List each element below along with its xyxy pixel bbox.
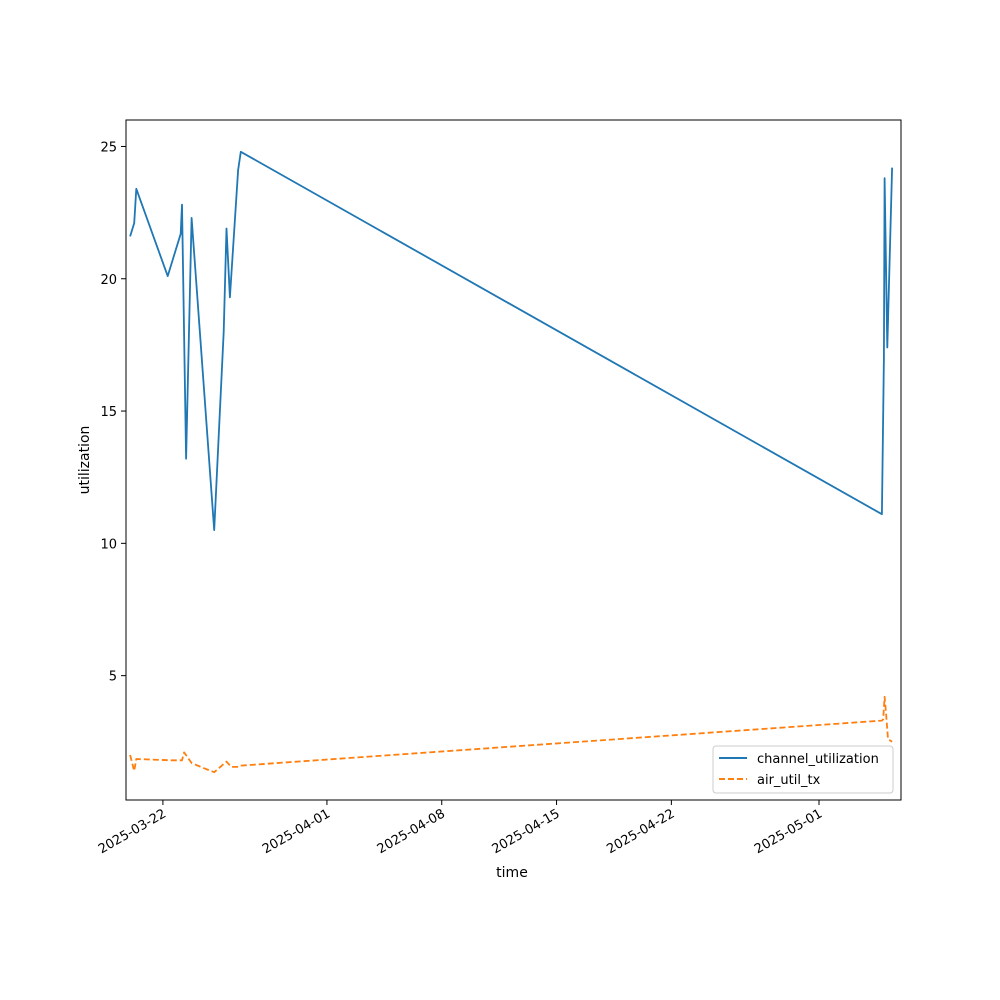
plot-frame	[125, 119, 902, 801]
y-tick-label: 25	[100, 140, 117, 155]
legend-label-channel-utilization: channel_utilization	[757, 752, 879, 767]
legend-box	[712, 745, 894, 794]
series-line-air-util-tx	[129, 695, 893, 774]
legend-label-air-util-tx: air_util_tx	[757, 773, 821, 788]
y-tick-label: 15	[100, 405, 117, 420]
x-axis-title: time	[496, 865, 528, 881]
plot-area	[125, 119, 902, 801]
y-tick-label: 20	[100, 273, 117, 288]
y-axis-title: utilization	[77, 426, 93, 495]
y-axis: 5 10 15 20 25	[100, 140, 126, 685]
legend: channel_utilization air_util_tx	[712, 745, 894, 794]
y-tick-label: 5	[109, 670, 117, 685]
series-line-channel-utilization	[129, 150, 893, 531]
series-layer	[129, 150, 893, 774]
y-tick-label: 10	[100, 537, 117, 552]
